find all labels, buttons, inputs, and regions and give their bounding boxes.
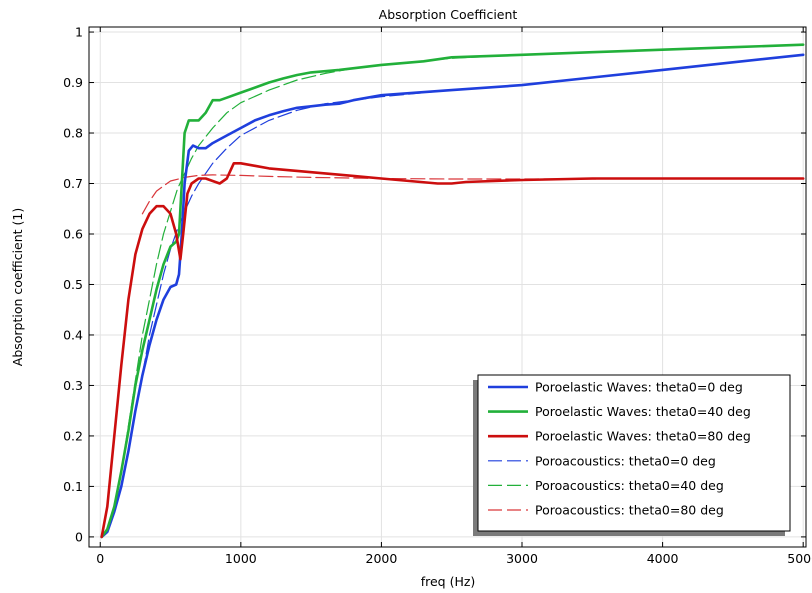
y-tick-label: 0.7	[63, 176, 83, 191]
y-tick-label: 1	[75, 25, 83, 40]
y-tick-label: 0.8	[63, 126, 83, 141]
series-layer	[100, 43, 805, 539]
chart-title: Absorption Coefficient	[379, 7, 518, 22]
x-axis-label: freq (Hz)	[421, 574, 476, 589]
legend-label: Poroacoustics: theta0=0 deg	[535, 453, 716, 468]
legend-box	[477, 374, 791, 532]
y-axis-label: Absorption coefficient (1)	[10, 208, 25, 366]
y-tick-label: 0.6	[63, 226, 83, 241]
y-tick-label: 0.3	[63, 378, 83, 393]
x-tick-label: 4000	[647, 551, 679, 566]
series-line-3	[100, 162, 805, 539]
y-tick-label: 0	[75, 529, 83, 544]
y-tick-label: 0.9	[63, 75, 83, 90]
y-tick-label: 0.2	[63, 428, 83, 443]
legend-label: Poroacoustics: theta0=80 deg	[535, 503, 724, 518]
legend-label: Poroelastic Waves: theta0=40 deg	[535, 404, 751, 419]
x-tick-label: 2000	[366, 551, 398, 566]
x-tick-label: 0	[96, 551, 104, 566]
legend-label: Poroelastic Waves: theta0=0 deg	[535, 380, 743, 395]
x-tick-label: 1000	[225, 551, 257, 566]
y-tick-label: 0.5	[63, 277, 83, 292]
legend-label: Poroelastic Waves: theta0=80 deg	[535, 429, 751, 444]
x-tick-label: 3000	[506, 551, 538, 566]
legend-label: Poroacoustics: theta0=40 deg	[535, 478, 724, 493]
y-tick-label: 0.4	[63, 327, 83, 342]
series-line-1	[100, 53, 805, 539]
plot-frame	[88, 26, 807, 548]
y-tick-label: 0.1	[63, 479, 83, 494]
legend: Poroelastic Waves: theta0=0 deg Poroelast…	[473, 374, 791, 536]
series-line-2	[100, 43, 805, 539]
